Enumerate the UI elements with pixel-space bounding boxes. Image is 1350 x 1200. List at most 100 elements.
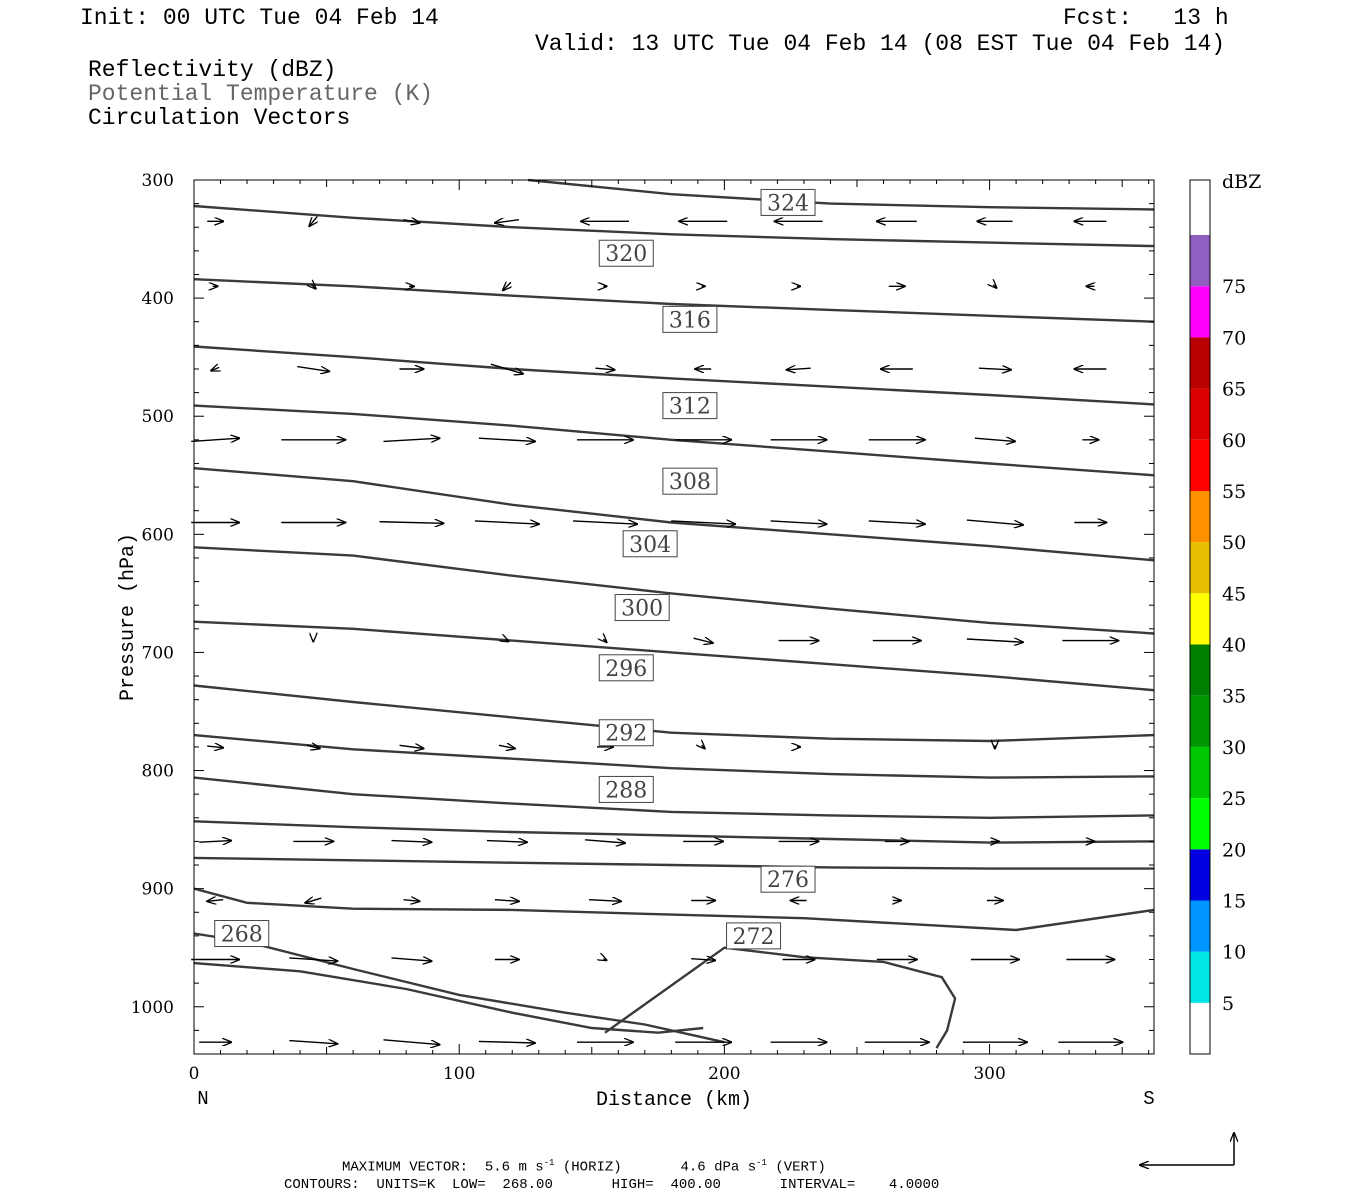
circulation-vector [289, 958, 337, 961]
legend-swatch [1190, 644, 1210, 696]
contour-label: 308 [669, 470, 711, 495]
circulation-vector [478, 438, 535, 441]
circulation-vector [486, 841, 527, 843]
legend-swatch [1190, 388, 1210, 440]
circulation-vector [603, 639, 606, 642]
legend-level-label: 20 [1222, 839, 1246, 861]
y-tick-label: 500 [142, 407, 174, 427]
circulation-vector [584, 840, 625, 843]
x-tick-label: 300 [973, 1064, 1005, 1084]
legend-level-label: 60 [1222, 430, 1246, 452]
circulation-vector [403, 900, 420, 902]
contour-label: 268 [221, 923, 263, 948]
circulation-vector [671, 521, 735, 524]
field-circulation-vectors: Circulation Vectors [88, 105, 351, 131]
circulation-vector [494, 900, 519, 902]
contour-label: 296 [605, 657, 647, 682]
y-tick-label: 300 [142, 171, 174, 191]
circulation-vector [306, 745, 320, 748]
circulation-vector [572, 521, 637, 524]
y-tick-label: 400 [142, 289, 174, 309]
contour-label: 312 [669, 395, 711, 420]
circulation-vector [595, 368, 614, 370]
legend-level-label: 70 [1222, 327, 1246, 349]
legend-swatch [1190, 542, 1210, 594]
theta-contour-line [193, 546, 1155, 635]
y-tick-label: 700 [142, 643, 174, 663]
legend-swatch [1190, 849, 1210, 901]
contour-label-box [214, 920, 270, 948]
legend-level-label: 30 [1222, 737, 1246, 759]
circulation-vector [211, 367, 219, 370]
field-reflectivity: Reflectivity (dBZ) [88, 57, 337, 83]
legend-level-label: 15 [1222, 890, 1246, 912]
legend-level-label: 10 [1222, 942, 1246, 964]
legend-level-label: 45 [1222, 583, 1246, 605]
contour-label: 292 [605, 722, 647, 747]
legend-swatch [1190, 180, 1210, 235]
circulation-vector [603, 959, 606, 961]
legend-level-label: 40 [1222, 635, 1246, 657]
legend-level-label: 75 [1222, 276, 1246, 298]
circulation-vector [868, 521, 925, 524]
legend-level-label: 5 [1222, 993, 1234, 1015]
legend-level-label: 25 [1222, 788, 1246, 810]
circulation-vector [588, 900, 621, 902]
theta-contour-line [193, 733, 1155, 779]
theta-contour-line [193, 684, 1155, 743]
theta-contour-line [193, 278, 1155, 323]
circulation-vector [498, 745, 515, 748]
theta-contour-line [193, 820, 1155, 844]
circulation-vector [505, 640, 508, 642]
contour-label: 304 [629, 533, 671, 558]
max-vector-label: MAXIMUM VECTOR: [342, 1159, 469, 1176]
circulation-vector [770, 521, 827, 524]
reference-vector [1140, 1133, 1234, 1165]
circulation-vector [207, 746, 223, 748]
theta-contour-line [193, 204, 1155, 248]
contour-label-box [622, 530, 678, 558]
y-tick-label: 600 [142, 525, 174, 545]
theta-contour-line [193, 404, 1155, 477]
contour-label-box [760, 865, 816, 893]
circulation-vector [383, 1039, 440, 1045]
circulation-vector [993, 285, 996, 288]
theta-contour-line [193, 620, 1155, 692]
circulation-vector [391, 958, 432, 961]
contour-label-box [598, 239, 654, 267]
legend-swatch [1190, 286, 1210, 338]
valid-time: Valid: 13 UTC Tue 04 Feb 14 (08 EST Tue … [535, 31, 1226, 57]
circulation-vector [305, 898, 322, 903]
circulation-vector [191, 438, 239, 441]
contour-label-box [614, 594, 670, 622]
y-tick-label: 900 [142, 880, 174, 900]
contour-label-box [726, 922, 782, 950]
circulation-vector [207, 900, 224, 902]
contour-label: 316 [669, 308, 711, 333]
max-vector-line: MAXIMUM VECTOR: 5.6 m s-1 (HORIZ) 4.6 dP… [342, 1158, 826, 1176]
max-horiz-value: 5.6 m s [484, 1159, 544, 1176]
theta-contour-line [193, 776, 1155, 820]
contour-label: 288 [605, 778, 647, 803]
horiz-unit-exp: -1 [543, 1158, 555, 1168]
circulation-vector [383, 438, 440, 441]
circulation-vector [787, 368, 811, 370]
legend-swatch [1190, 1002, 1210, 1054]
circulation-vector [702, 745, 705, 748]
circulation-vector [309, 216, 317, 227]
legend-swatch [1190, 490, 1210, 543]
y-tick-label: 1000 [131, 998, 174, 1018]
legend-swatch [1190, 235, 1210, 287]
contour-label-box [662, 467, 718, 495]
legend-frame [1189, 179, 1211, 1055]
horiz-tag: (HORIZ) [562, 1159, 622, 1176]
theta-contour-line [193, 961, 704, 1034]
circulation-vector [693, 638, 713, 643]
y-tick-label: 800 [142, 762, 174, 782]
circulation-vector [399, 745, 424, 748]
legend-swatch [1190, 337, 1210, 389]
circulation-vector [289, 1041, 337, 1044]
theta-contour-line [193, 345, 1155, 406]
circulation-vector [199, 841, 231, 843]
